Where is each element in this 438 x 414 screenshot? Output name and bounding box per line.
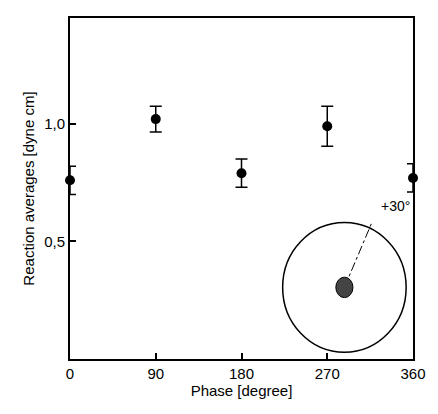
svg-text:+30°: +30°: [381, 198, 410, 214]
svg-text:1,0: 1,0: [44, 115, 65, 132]
svg-text:Phase [degree]: Phase [degree]: [191, 382, 293, 399]
svg-text:0: 0: [66, 365, 74, 382]
svg-text:360: 360: [400, 365, 425, 382]
svg-text:0,5: 0,5: [44, 233, 65, 250]
svg-text:Reaction averages [dyne cm]: Reaction averages [dyne cm]: [20, 91, 37, 285]
svg-text:180: 180: [229, 365, 254, 382]
svg-text:270: 270: [315, 365, 340, 382]
svg-text:90: 90: [147, 365, 164, 382]
